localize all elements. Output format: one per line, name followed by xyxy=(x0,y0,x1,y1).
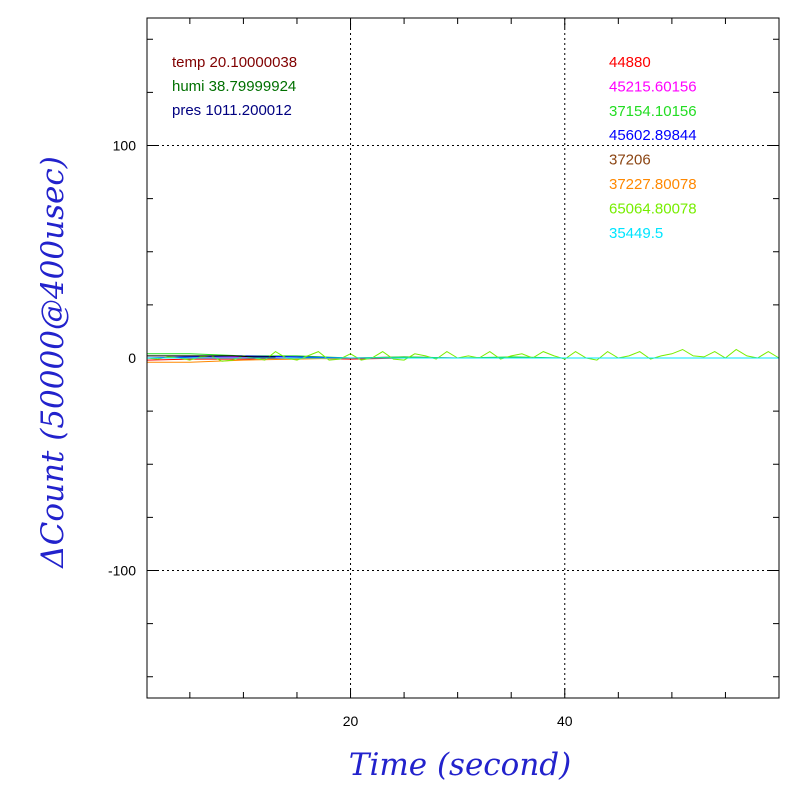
channel-label: 35449.5 xyxy=(609,225,663,242)
environment-readings: temp 20.10000038 humi 38.79999924 pres 101… xyxy=(172,54,297,119)
channel-label: 65064.80078 xyxy=(609,200,697,217)
channel-labels: 44880 45215.60156 37154.10156 45602.89844 37… xyxy=(609,54,697,242)
env-reading: pres 1011.200012 xyxy=(172,102,292,119)
y-tick-label: 100 xyxy=(113,138,137,154)
env-reading: humi 38.79999924 xyxy=(172,78,296,95)
plot-frame xyxy=(146,17,780,699)
env-reading: temp 20.10000038 xyxy=(172,54,297,71)
series-line xyxy=(147,355,276,358)
y-tick-label: 0 xyxy=(128,350,136,366)
channel-label: 37206 xyxy=(609,152,651,169)
x-tick-label: 40 xyxy=(557,713,573,729)
channel-label: 45215.60156 xyxy=(609,78,697,95)
tick-labels: 20 40 -100 0 100 xyxy=(108,138,573,730)
series-layer xyxy=(146,348,780,363)
channel-label: 37154.10156 xyxy=(609,103,697,120)
channel-label: 44880 xyxy=(609,54,651,71)
channel-label: 37227.80078 xyxy=(609,176,697,193)
x-tick-label: 20 xyxy=(343,713,359,729)
y-axis-title: ΔCount (50000@400usec) xyxy=(35,156,71,569)
y-tick-label: -100 xyxy=(108,563,136,579)
channel-label: 45602.89844 xyxy=(609,127,697,144)
x-axis-title: Time (second) xyxy=(349,747,571,783)
